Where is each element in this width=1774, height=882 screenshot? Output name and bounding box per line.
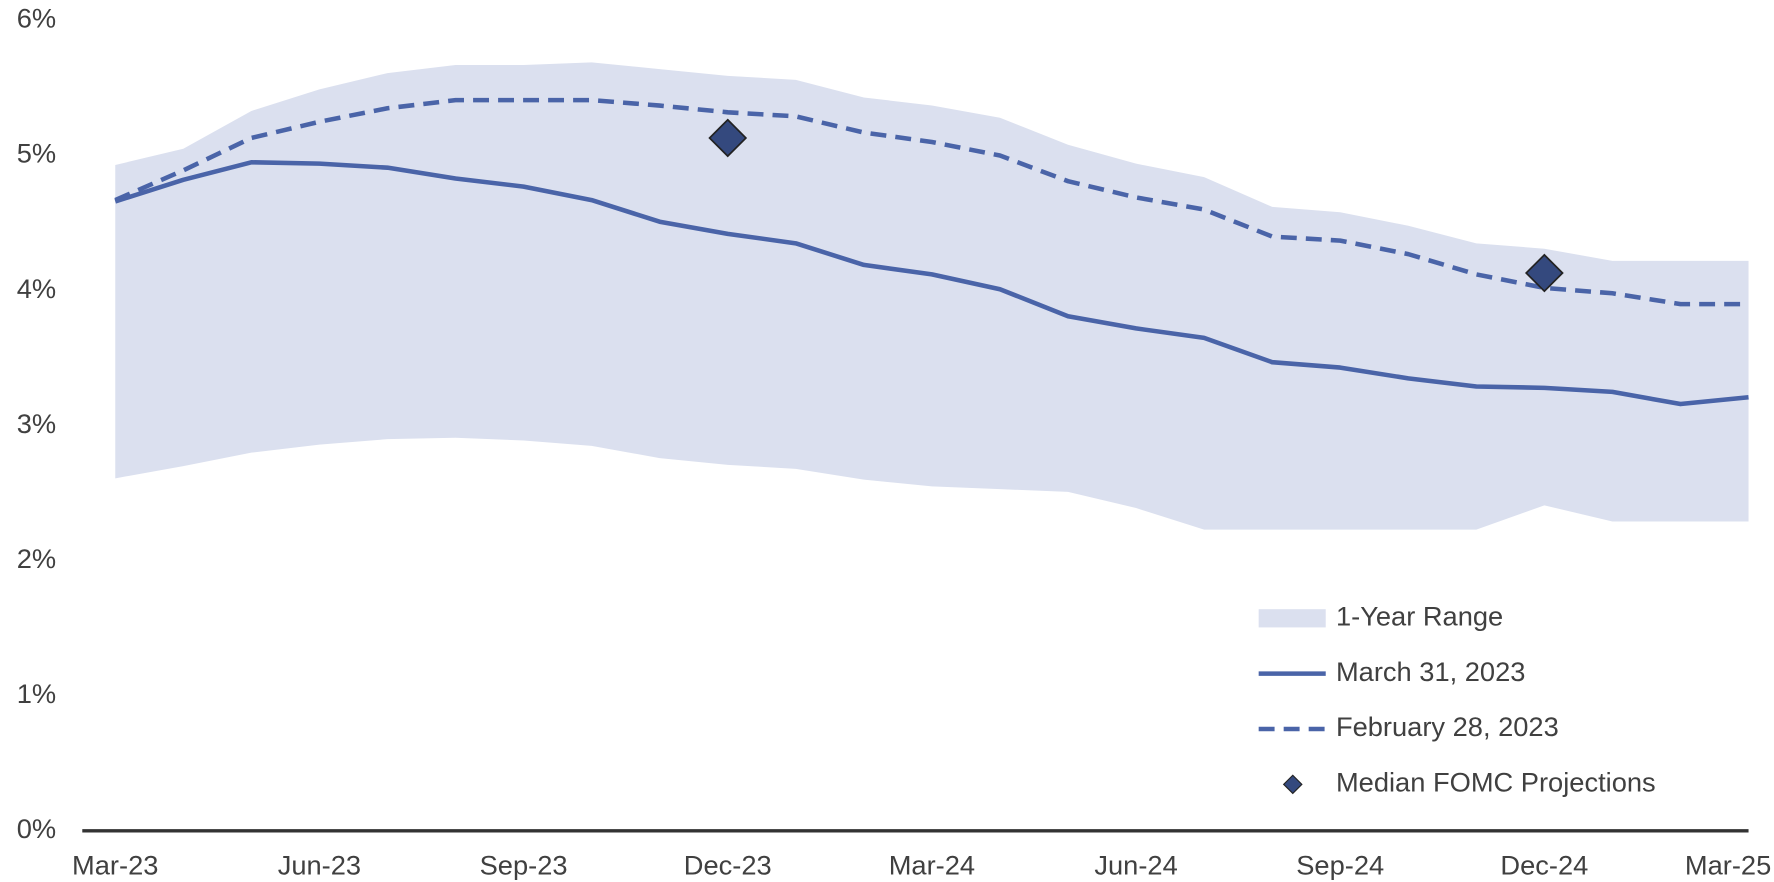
x-tick-label: Sep-24	[1296, 849, 1384, 880]
x-tick-label: Dec-24	[1500, 849, 1588, 880]
series-line	[114, 160, 1749, 407]
x-tick-label: Jun-23	[278, 849, 361, 880]
y-tick-label: 6%	[17, 3, 56, 34]
x-tick-label: Mar-25	[1685, 849, 1771, 880]
legend-swatch	[1258, 609, 1326, 628]
diamond-marker	[708, 118, 748, 158]
x-tick-label: Mar-24	[889, 849, 975, 880]
diamond-marker	[1524, 253, 1564, 293]
y-tick-label: 1%	[17, 678, 56, 709]
y-tick-label: 0%	[17, 813, 56, 844]
series-line	[114, 97, 1749, 307]
y-tick-label: 5%	[17, 138, 56, 169]
y-tick-label: 3%	[17, 408, 56, 439]
range-band	[115, 62, 1749, 530]
legend-swatch	[1282, 774, 1303, 795]
x-tick-label: Dec-23	[684, 849, 772, 880]
x-tick-label: Sep-23	[480, 849, 568, 880]
legend-label: February 28, 2023	[1336, 711, 1559, 742]
legend-label: March 31, 2023	[1336, 656, 1525, 687]
legend-label: Median FOMC Projections	[1336, 767, 1656, 798]
y-tick-label: 4%	[17, 273, 56, 304]
x-tick-label: Jun-24	[1094, 849, 1177, 880]
x-tick-label: Mar-23	[72, 849, 158, 880]
y-tick-label: 2%	[17, 543, 56, 574]
legend-label: 1-Year Range	[1336, 601, 1503, 632]
